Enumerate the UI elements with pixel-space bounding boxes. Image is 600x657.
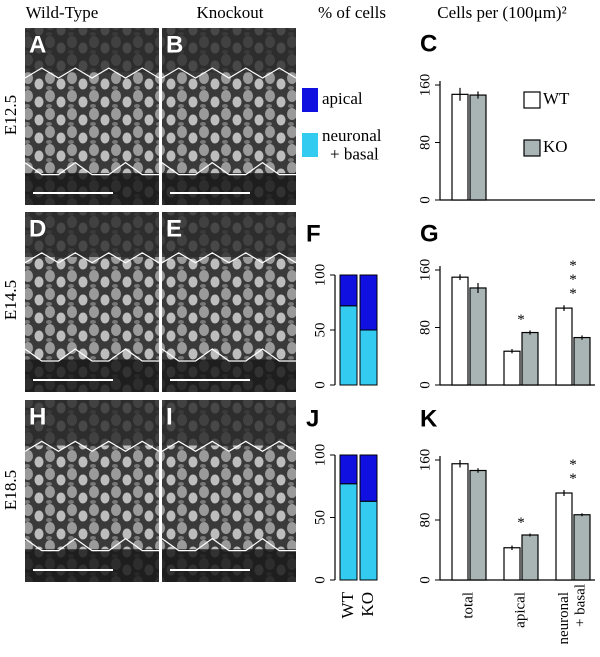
boundary [24, 440, 160, 453]
bar [503, 547, 521, 581]
bar-segment [359, 454, 378, 502]
column-header: Wild-Type [26, 3, 99, 22]
y-tick-label: 50 [312, 510, 328, 525]
bar [555, 492, 573, 581]
bar [451, 463, 469, 581]
panel-letter: C [420, 30, 437, 57]
panel-letter: A [29, 31, 46, 58]
bar [521, 331, 539, 386]
column-header: % of cells [318, 3, 386, 22]
micrograph-shade [162, 359, 296, 392]
bar [521, 534, 539, 581]
y-tick-label: 80 [417, 513, 433, 528]
significance: * * * [569, 259, 577, 303]
boundary [161, 67, 297, 79]
boundary [161, 537, 296, 552]
row-label: E18.5 [1, 470, 20, 510]
panel-letter: I [166, 403, 173, 430]
row-label: E12.5 [1, 95, 20, 135]
bar-segment [339, 454, 358, 485]
y-tick-label: 0 [417, 196, 433, 204]
micrograph-shade [25, 173, 159, 205]
micrograph-shade [25, 212, 159, 257]
boundary [161, 348, 296, 362]
micrograph-shade [162, 28, 296, 73]
panel-letter: G [420, 220, 439, 247]
boundary [161, 161, 296, 176]
boundary [24, 537, 159, 552]
panel-letter: F [306, 220, 321, 247]
y-tick-label: 100 [312, 444, 328, 467]
micrograph-shade [25, 28, 159, 73]
x-tick-label: total [460, 592, 476, 619]
y-tick-label: 160 [417, 449, 433, 472]
column-header: Knockout [196, 3, 263, 22]
y-tick-label: 0 [417, 576, 433, 584]
micrograph-shade [162, 400, 296, 446]
bar [451, 93, 469, 201]
y-tick-label: 100 [312, 264, 328, 287]
significance: * * [569, 457, 577, 487]
legend-label: KO [543, 137, 568, 156]
x-tick-label: apical [512, 592, 528, 628]
y-tick-label: 0 [417, 381, 433, 389]
boundary [24, 252, 160, 264]
panel-letter: J [306, 405, 319, 432]
row-label: E14.5 [1, 280, 20, 320]
legend-swatch [302, 88, 318, 112]
panel-letter: H [29, 403, 46, 430]
y-tick-label: 50 [312, 323, 328, 338]
micrograph-shade [162, 173, 296, 205]
x-tick-label: WT [338, 591, 357, 618]
micrograph-shade [162, 549, 296, 582]
boundary [24, 67, 160, 79]
boundary [24, 348, 159, 362]
bar [503, 350, 521, 386]
legend-label: apical [322, 89, 363, 108]
panel-letter: D [29, 215, 46, 242]
bar-segment [359, 500, 378, 581]
micrograph-shade [162, 212, 296, 257]
y-tick-label: 80 [417, 320, 433, 335]
bar [573, 514, 591, 581]
bar [469, 469, 487, 581]
y-tick-label: 0 [312, 381, 328, 389]
bar [469, 287, 487, 386]
boundary [24, 161, 159, 176]
bar [469, 94, 487, 201]
x-tick-label: neuronal+ basal [556, 584, 589, 644]
y-tick-label: 160 [417, 259, 433, 282]
bar [451, 276, 469, 386]
legend-swatch [523, 139, 541, 157]
panel-letter: E [166, 215, 182, 242]
micrograph-shade [25, 549, 159, 582]
y-tick-label: 160 [417, 74, 433, 97]
micrograph-shade [25, 400, 159, 446]
y-tick-label: 0 [312, 576, 328, 584]
bar-segment [339, 305, 358, 386]
significance: * [517, 515, 525, 531]
bar [555, 307, 573, 386]
y-tick-label: 80 [417, 135, 433, 150]
bar-segment [339, 483, 358, 581]
significance: * [517, 312, 525, 328]
legend-swatch [302, 133, 318, 157]
column-header: Cells per (100μm)² [437, 3, 566, 22]
legend-label: WT [543, 89, 570, 108]
legend-label: neuronal + basal [322, 126, 382, 164]
bar [573, 336, 591, 386]
panel-letter: B [166, 31, 183, 58]
bar-segment [359, 274, 378, 331]
boundary [161, 252, 297, 264]
boundary [161, 440, 297, 453]
micrograph-shade [25, 359, 159, 392]
bar-segment [359, 329, 378, 386]
bar-segment [339, 274, 358, 307]
x-tick-label: KO [358, 592, 377, 617]
legend-swatch [523, 91, 541, 109]
panel-letter: K [420, 405, 438, 432]
